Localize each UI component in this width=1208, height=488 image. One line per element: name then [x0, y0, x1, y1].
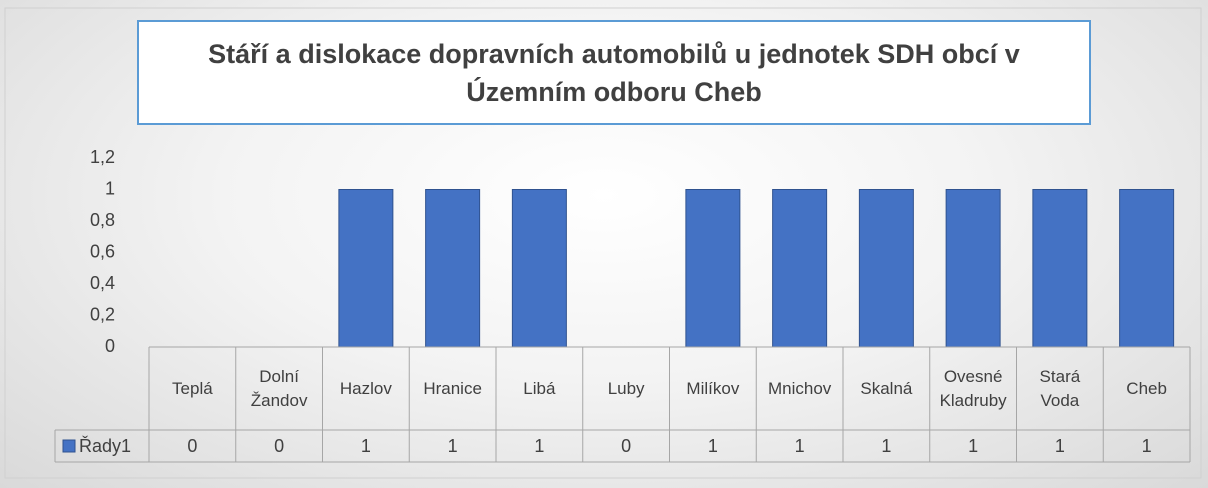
table-value: 1: [708, 436, 718, 456]
x-tick-label: Dolní Žandov: [236, 347, 323, 430]
x-tick-label: Luby: [583, 347, 670, 430]
y-tick-label: 0,4: [90, 273, 115, 293]
table-value: 1: [795, 436, 805, 456]
bar: [1119, 189, 1175, 348]
bar: [511, 189, 567, 348]
category-text: Stará Voda: [1039, 366, 1081, 410]
bar: [945, 189, 1001, 348]
category-text: Teplá: [172, 378, 213, 398]
y-tick-label: 0,8: [90, 210, 115, 230]
category-text: Ovesné Kladruby: [939, 366, 1007, 410]
x-tick-label: Milíkov: [670, 347, 757, 430]
category-text: Mnichov: [767, 378, 832, 398]
bar: [858, 189, 914, 348]
category-text: Cheb: [1126, 378, 1167, 398]
bar: [772, 189, 828, 348]
legend-swatch: [62, 439, 76, 453]
category-text: Skalná: [860, 378, 913, 398]
category-text: Luby: [607, 378, 645, 398]
x-tick-label: Libá: [496, 347, 583, 430]
bar: [685, 189, 741, 348]
category-text: Hranice: [423, 378, 482, 398]
x-tick-label: Teplá: [149, 347, 236, 430]
bar: [425, 189, 481, 348]
table-value: 1: [881, 436, 891, 456]
x-tick-label: Stará Voda: [1017, 347, 1104, 430]
x-tick-label: Mnichov: [756, 347, 843, 430]
table-value: 1: [361, 436, 371, 456]
x-tick-label: Skalná: [843, 347, 930, 430]
category-text: Libá: [523, 378, 556, 398]
x-tick-label: Hranice: [409, 347, 496, 430]
table-value: 1: [968, 436, 978, 456]
y-tick-label: 1: [105, 178, 115, 198]
category-text: Hazlov: [339, 378, 392, 398]
table-value: 0: [187, 436, 197, 456]
table-value: 0: [621, 436, 631, 456]
chart-title: Stáří a dislokace dopravních automobilů …: [137, 20, 1091, 125]
x-tick-label: Cheb: [1103, 347, 1190, 430]
table-value: 0: [274, 436, 284, 456]
bar: [338, 189, 394, 348]
y-tick-label: 0: [105, 336, 115, 356]
chart-border: [4, 7, 1202, 479]
y-tick-label: 0,6: [90, 241, 115, 261]
x-tick-label: Hazlov: [323, 347, 410, 430]
table-value: 1: [1142, 436, 1152, 456]
category-text: Dolní Žandov: [250, 366, 308, 410]
legend-label: Řady1: [79, 436, 131, 456]
x-tick-label: Ovesné Kladruby: [930, 347, 1017, 430]
table-value: 1: [534, 436, 544, 456]
category-text: Milíkov: [686, 378, 740, 398]
y-tick-label: 1,2: [90, 147, 115, 167]
table-value: 1: [448, 436, 458, 456]
table-value: 1: [1055, 436, 1065, 456]
y-tick-label: 0,2: [90, 304, 115, 324]
bar: [1032, 189, 1088, 348]
